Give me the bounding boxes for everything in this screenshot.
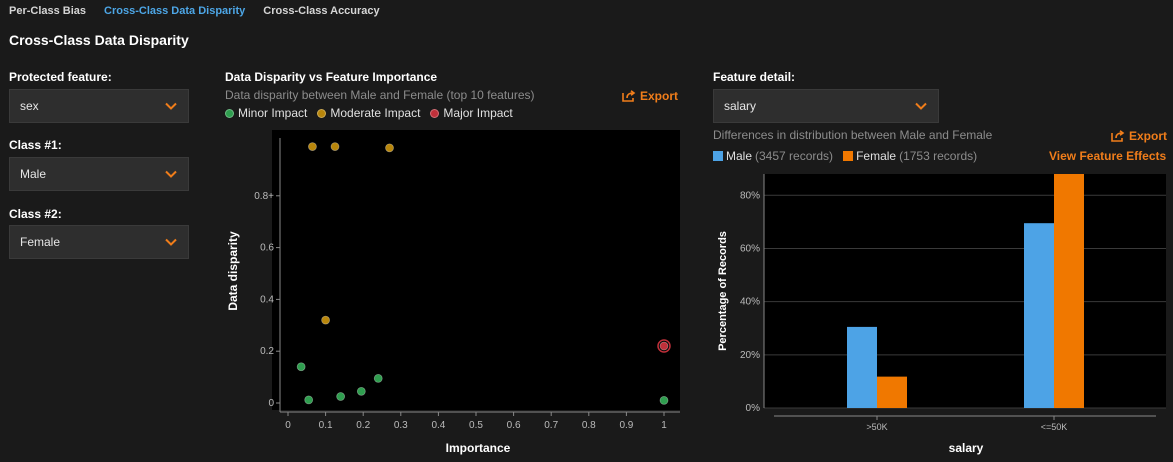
y-tick-label: 80% (740, 190, 760, 201)
feature-detail-select[interactable]: salary (713, 89, 939, 123)
bar-female-1 (1054, 174, 1084, 408)
y-tick-label: 0% (746, 403, 761, 414)
protected-feature-select[interactable]: sex (9, 89, 189, 123)
class1-select[interactable]: Male (9, 157, 189, 191)
scatter-title: Data Disparity vs Feature Importance (225, 70, 438, 84)
scatter-export-button[interactable]: Export (622, 89, 678, 103)
data-point-minor (296, 362, 306, 372)
detail-legend: Male (3457 records) Female (1753 records… (713, 149, 987, 163)
x-tick-label: <=50K (1041, 422, 1068, 432)
scatter-export-label: Export (640, 89, 679, 103)
protected-feature-value: sex (20, 99, 39, 113)
x-tick-label: 0.5 (469, 420, 483, 431)
legend-female-count: (1753 records) (899, 149, 978, 163)
male-swatch-icon (713, 151, 723, 161)
x-tick-label: 0.8 (582, 420, 596, 431)
data-point-moderate (321, 315, 330, 325)
chevron-down-icon (165, 238, 177, 246)
class2-label: Class #2: (9, 207, 62, 221)
y-tick-label: 60% (740, 243, 760, 254)
tab-cross-class-data-disparity[interactable]: Cross-Class Data Disparity (104, 5, 246, 17)
x-tick-label: 0.7 (544, 420, 558, 431)
x-tick-label: 0.6 (507, 420, 521, 431)
detail-export-button[interactable]: Export (1111, 129, 1167, 143)
bar-female-0 (877, 376, 907, 408)
plot-area (764, 174, 1166, 408)
data-point-minor (336, 392, 346, 401)
data-point-minor (356, 386, 366, 396)
data-point-moderate (308, 142, 317, 151)
x-tick-label: 0.9 (619, 420, 633, 431)
legend-moderate-label: Moderate Impact (330, 106, 421, 120)
y-tick-label: 0 (268, 398, 274, 409)
y-tick-label: 0.8+ (254, 191, 274, 202)
female-swatch-icon (843, 151, 854, 161)
x-tick-label: 0.2 (356, 420, 370, 431)
data-point-moderate (330, 142, 340, 151)
x-axis-label: Importance (446, 441, 511, 455)
export-icon (1111, 130, 1125, 142)
legend-moderate-impact: Moderate Impact (317, 106, 420, 120)
page-title: Cross-Class Data Disparity (9, 32, 189, 48)
x-tick-label: 1 (661, 420, 667, 431)
class1-value: Male (20, 167, 47, 181)
chevron-down-icon (165, 170, 177, 178)
chevron-down-icon (165, 102, 177, 110)
feature-detail-label: Feature detail: (713, 70, 796, 84)
legend-female-label: Female (856, 149, 897, 163)
view-feature-effects-link[interactable]: View Feature Effects (1049, 149, 1167, 163)
plot-area (272, 130, 680, 410)
x-tick-label: 0.1 (319, 420, 333, 431)
tab-bar: Per-Class Bias Cross-Class Data Disparit… (9, 5, 398, 19)
legend-female: Female (1753 records) (843, 149, 977, 163)
feature-detail-value: salary (724, 99, 757, 113)
x-tick-label: 0.3 (394, 420, 408, 431)
y-tick-label: 0.6 (260, 243, 274, 254)
legend-minor-impact: Minor Impact (225, 106, 307, 120)
bar-male-1 (1024, 223, 1054, 408)
y-axis-label: Data disparity (226, 231, 240, 311)
chevron-down-icon (915, 102, 927, 110)
legend-male-label: Male (726, 149, 753, 163)
y-tick-label: 20% (740, 350, 760, 361)
legend-minor-label: Minor Impact (238, 106, 308, 120)
protected-feature-label: Protected feature: (9, 70, 112, 84)
y-axis-label: Percentage of Records (717, 231, 729, 351)
data-point-minor (373, 373, 383, 383)
x-tick-label: 0 (285, 420, 291, 431)
data-point-major (659, 341, 669, 351)
scatter-legend: Minor Impact Moderate Impact Major Impac… (225, 106, 523, 120)
class2-select[interactable]: Female (9, 225, 189, 259)
class2-value: Female (20, 235, 61, 249)
minor-impact-dot-icon (225, 108, 234, 118)
y-tick-label: 40% (740, 297, 760, 308)
scatter-subtitle: Data disparity between Male and Female (… (225, 88, 535, 102)
scatter-chart: 0 0.1 0.2 0.3 0.4 0.5 0.6 0.7 0.8 0.9 1 0 0.2 0.4 0.6 0… (226, 130, 680, 455)
legend-male-count: (3457 records) (755, 149, 834, 163)
legend-major-label: Major Impact (443, 106, 513, 120)
tab-per-class-bias[interactable]: Per-Class Bias (9, 5, 87, 17)
bar-male-0 (847, 326, 877, 408)
class1-label: Class #1: (9, 138, 62, 152)
data-point-minor (304, 395, 314, 405)
tab-cross-class-accuracy[interactable]: Cross-Class Accuracy (263, 5, 380, 17)
legend-major-impact: Major Impact (430, 106, 513, 120)
y-tick-label: 0.4 (260, 294, 274, 305)
x-axis-label: salary (949, 441, 984, 455)
data-point-moderate (385, 143, 394, 153)
x-tick-label: 0.4 (431, 420, 445, 431)
y-tick-label: 0.2 (260, 346, 274, 357)
detail-export-label: Export (1129, 129, 1168, 143)
moderate-impact-dot-icon (317, 108, 327, 118)
data-point-ring (657, 339, 671, 353)
data-point-minor (659, 396, 669, 405)
detail-subtitle: Differences in distribution between Male… (713, 128, 993, 142)
bar-chart: 0% 20% 40% 60% 80% >50K <=50K salary Percentage … (717, 174, 1166, 455)
legend-male: Male (3457 records) (713, 149, 833, 163)
export-icon (622, 90, 636, 102)
x-tick-label: >50K (866, 422, 887, 432)
major-impact-dot-icon (430, 108, 440, 118)
